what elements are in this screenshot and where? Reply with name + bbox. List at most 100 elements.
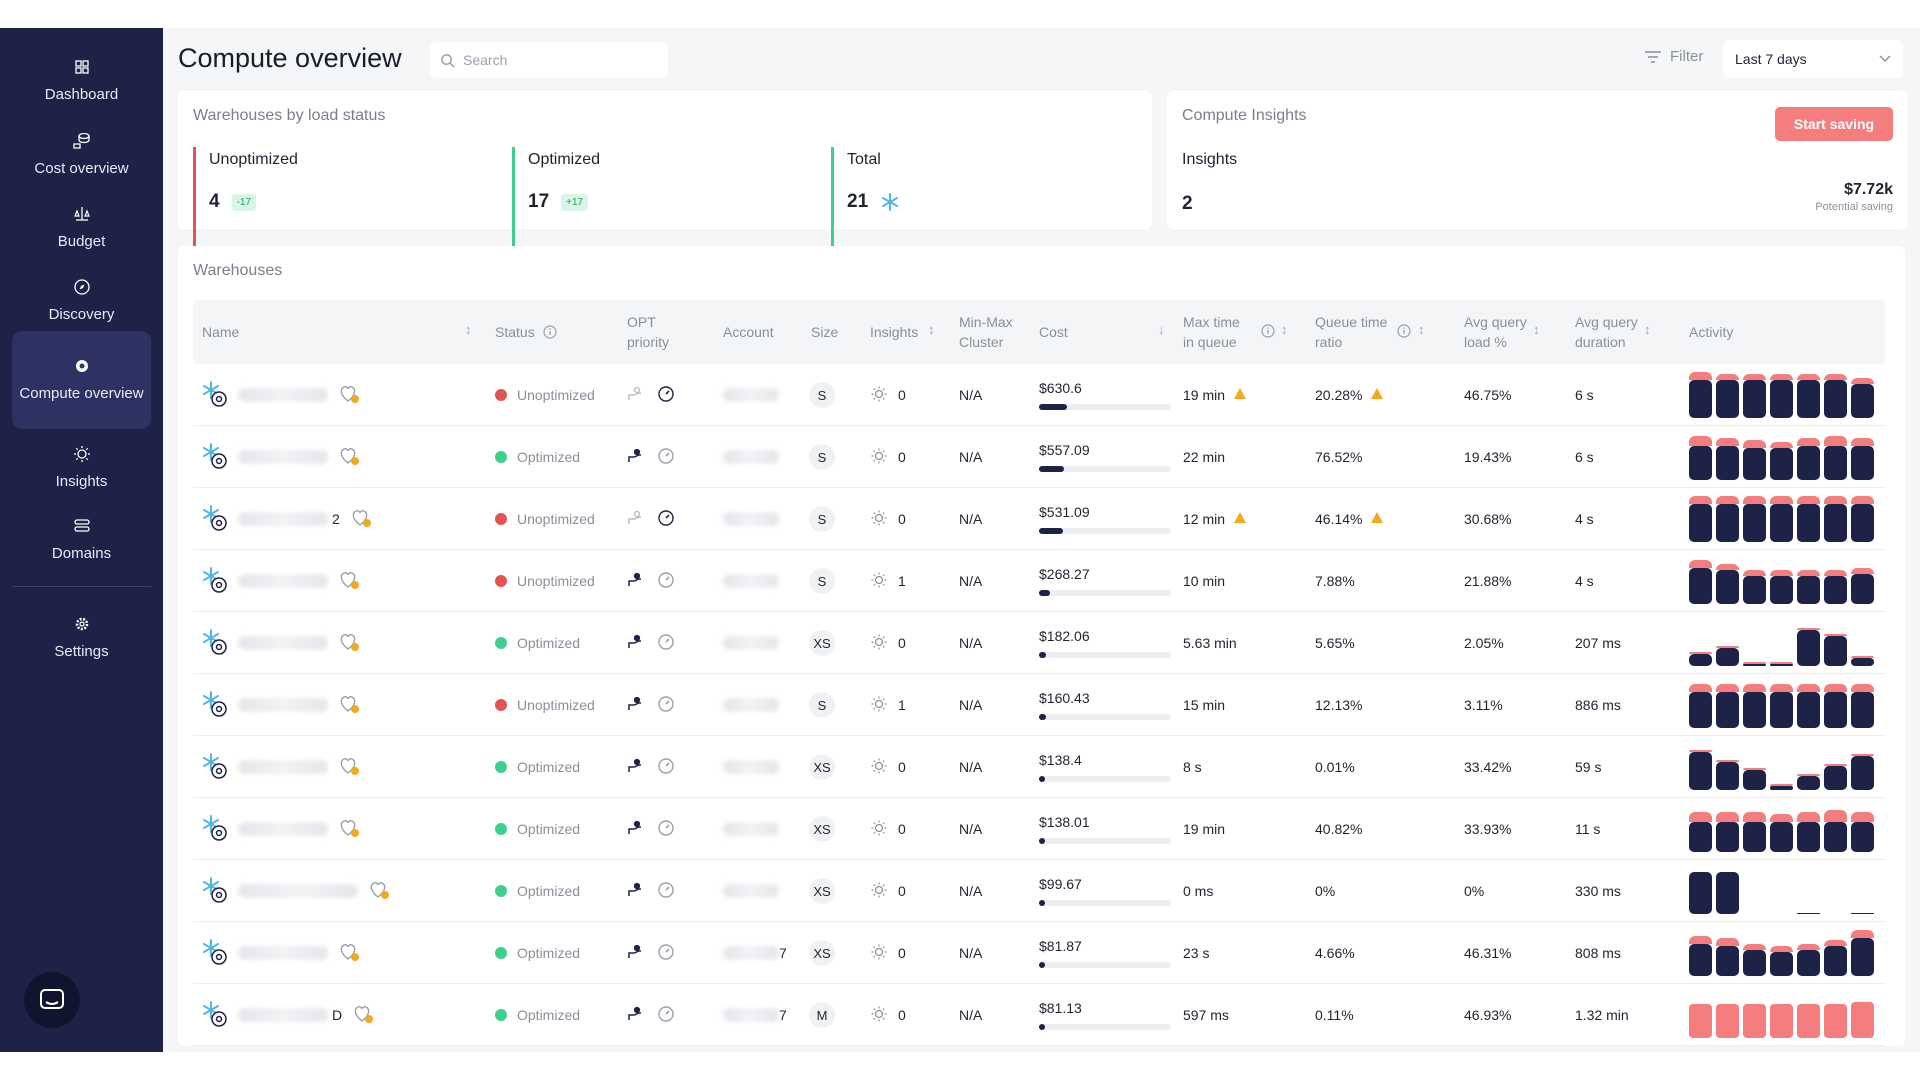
health-heart-icon[interactable]: [338, 445, 362, 470]
column-header-max-time-in-queue[interactable]: Max time in queue: [1183, 312, 1240, 352]
activity-bar: [1824, 684, 1847, 728]
warehouse-name-cell[interactable]: [200, 736, 362, 798]
status-text: Unoptimized: [517, 387, 595, 403]
opt-priority-cell[interactable]: [627, 860, 675, 922]
info-icon[interactable]: [1261, 324, 1275, 341]
sidebar-item-cost-overview[interactable]: Cost overview: [12, 110, 151, 200]
insights-cell[interactable]: 0: [870, 798, 906, 860]
table-row[interactable]: Unoptimized S 1 N/A $160.43 15 min 1: [193, 674, 1885, 736]
sort-icon[interactable]: ↕: [1533, 322, 1540, 337]
info-icon[interactable]: [542, 325, 557, 339]
health-heart-icon[interactable]: [338, 941, 362, 966]
opt-priority-cell[interactable]: [627, 736, 675, 798]
column-header-name[interactable]: Name: [202, 322, 239, 342]
opt-priority-cell[interactable]: [627, 922, 675, 984]
opt-priority-cell[interactable]: [627, 612, 675, 674]
insights-cell[interactable]: 0: [870, 612, 906, 674]
opt-priority-cell[interactable]: [627, 984, 675, 1046]
warehouse-name-cell[interactable]: [200, 426, 362, 488]
warehouse-name-cell[interactable]: [200, 798, 362, 860]
activity-bar-base: [1689, 752, 1712, 790]
redacted-account: [723, 388, 779, 402]
column-header-insights[interactable]: Insights: [870, 322, 918, 342]
warehouse-name-cell[interactable]: [200, 860, 392, 922]
health-heart-icon[interactable]: [368, 879, 392, 904]
sidebar-item-compute-overview[interactable]: Compute overview: [12, 331, 151, 429]
start-saving-button[interactable]: Start saving: [1775, 107, 1893, 141]
opt-priority-cell[interactable]: [627, 550, 675, 612]
sidebar-item-dashboard[interactable]: Dashboard: [12, 36, 151, 126]
stat-accent-bar: [193, 147, 196, 251]
info-icon[interactable]: [1397, 324, 1411, 341]
table-row[interactable]: Unoptimized S 0 N/A $630.6 19 min 20: [193, 364, 1885, 426]
sidebar-item-budget[interactable]: Budget: [12, 183, 151, 273]
table-row[interactable]: Optimized XS 0 N/A $138.4 8 s 0.01%: [193, 736, 1885, 798]
health-heart-icon[interactable]: [338, 755, 362, 780]
warehouse-name-cell[interactable]: D: [200, 984, 376, 1046]
opt-priority-cell[interactable]: [627, 798, 675, 860]
sort-icon[interactable]: ↕: [928, 322, 935, 337]
opt-priority-cell[interactable]: [627, 426, 675, 488]
activity-bar: [1770, 814, 1793, 852]
health-heart-icon[interactable]: [350, 507, 374, 532]
chat-launcher-button[interactable]: [24, 972, 80, 1028]
warehouse-name-cell[interactable]: 2: [200, 488, 374, 550]
search-box[interactable]: [430, 42, 668, 78]
sidebar-item-discovery[interactable]: Discovery: [12, 256, 151, 346]
warehouse-name-cell[interactable]: [200, 674, 362, 736]
filter-button[interactable]: Filter: [1644, 48, 1703, 65]
table-row[interactable]: Optimized S 0 N/A $557.09 22 min 76.: [193, 426, 1885, 488]
cost-progress-bar: [1039, 404, 1171, 410]
insights-cell[interactable]: 0: [870, 736, 906, 798]
sort-desc-icon[interactable]: ↓: [1158, 322, 1165, 337]
insights-cell[interactable]: 1: [870, 550, 906, 612]
search-input[interactable]: [463, 52, 653, 68]
insights-cell[interactable]: 0: [870, 922, 906, 984]
stat-unoptimized[interactable]: Unoptimized 4 -17: [193, 147, 298, 251]
health-heart-icon[interactable]: [338, 693, 362, 718]
column-header-queue-time-ratio[interactable]: Queue time ratio: [1315, 312, 1387, 352]
sort-icon[interactable]: ↕: [1418, 322, 1425, 337]
table-row[interactable]: D Optimized 7 M 0 N/A $81.13 5: [193, 984, 1885, 1046]
sidebar-item-settings[interactable]: Settings: [12, 593, 151, 683]
sort-icon[interactable]: ↕: [1644, 322, 1651, 337]
health-heart-icon[interactable]: [338, 383, 362, 408]
warehouses-title: Warehouses: [193, 262, 283, 279]
table-row[interactable]: Optimized XS 0 N/A $182.06 5.63 min: [193, 612, 1885, 674]
table-row[interactable]: 2 Unoptimized S 0 N/A $531.09: [193, 488, 1885, 550]
status-text: Unoptimized: [517, 573, 595, 589]
table-row[interactable]: Optimized XS 0 N/A $138.01 19 min 40: [193, 798, 1885, 860]
warehouse-name-cell[interactable]: [200, 922, 362, 984]
sort-icon[interactable]: ↕: [465, 322, 472, 337]
sidebar-item-insights[interactable]: Insights: [12, 423, 151, 513]
stat-optimized[interactable]: Optimized 17 +17: [512, 147, 600, 251]
health-heart-icon[interactable]: [338, 569, 362, 594]
opt-priority-cell[interactable]: [627, 674, 675, 736]
table-row[interactable]: Unoptimized S 1 N/A $268.27 10 min 7: [193, 550, 1885, 612]
column-header-avg-query-duration[interactable]: Avg query duration: [1575, 312, 1638, 352]
warehouse-name-cell[interactable]: [200, 612, 362, 674]
date-range-select[interactable]: Last 7 days: [1723, 40, 1903, 78]
insights-cell[interactable]: 0: [870, 984, 906, 1046]
sidebar-item-domains[interactable]: Domains: [12, 495, 151, 585]
warehouse-name-cell[interactable]: [200, 364, 362, 426]
opt-priority-cell[interactable]: [627, 488, 675, 550]
stat-total[interactable]: Total 21: [831, 147, 900, 251]
insights-cell[interactable]: 0: [870, 426, 906, 488]
health-heart-icon[interactable]: [338, 817, 362, 842]
opt-priority-cell[interactable]: [627, 364, 675, 426]
health-heart-icon[interactable]: [352, 1003, 376, 1028]
health-heart-icon[interactable]: [338, 631, 362, 656]
insights-cell[interactable]: 0: [870, 364, 906, 426]
insights-cell[interactable]: 0: [870, 860, 906, 922]
column-header-avg-query-load[interactable]: Avg query load %: [1464, 312, 1527, 352]
table-row[interactable]: Optimized 7 XS 0 N/A $81.87 23 s 4.66: [193, 922, 1885, 984]
cost-value: $268.27: [1039, 566, 1090, 582]
insights-cell[interactable]: 0: [870, 488, 906, 550]
table-row[interactable]: Optimized XS 0 N/A $99.67 0 ms 0%: [193, 860, 1885, 922]
insights-cell[interactable]: 1: [870, 674, 906, 736]
column-header-size: Size: [811, 322, 838, 342]
column-header-cost[interactable]: Cost: [1039, 322, 1068, 342]
warehouse-name-cell[interactable]: [200, 550, 362, 612]
sort-icon[interactable]: ↕: [1281, 322, 1288, 337]
